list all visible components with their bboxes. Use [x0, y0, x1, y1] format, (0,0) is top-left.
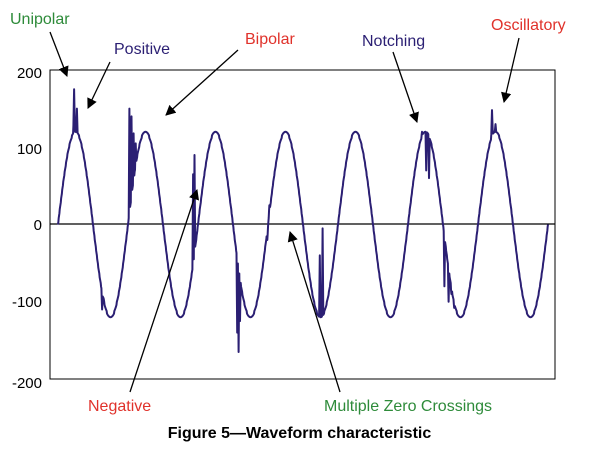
- arrow-multiple-zero-crossings: [287, 231, 341, 393]
- y-tick-label: -200: [12, 375, 42, 392]
- y-tick-label: 200: [17, 65, 42, 82]
- arrow-unipolar: [49, 31, 69, 77]
- annotation-oscillatory: Oscillatory: [491, 17, 566, 34]
- waveform-series-line: [57, 88, 549, 353]
- arrow-positive: [87, 61, 111, 109]
- annotation-multiple-zero-crossings: Multiple Zero Crossings: [324, 398, 492, 415]
- arrow-oscillatory: [501, 37, 520, 104]
- y-tick-label: -100: [12, 294, 42, 311]
- figure-caption: Figure 5—Waveform characteristic: [167, 425, 432, 442]
- arrow-bipolar: [165, 49, 239, 116]
- annotation-notching: Notching: [362, 33, 425, 50]
- arrow-notching: [392, 51, 419, 123]
- y-tick-label: 100: [17, 141, 42, 158]
- annotation-arrows: [49, 31, 520, 393]
- annotation-unipolar: Unipolar: [10, 11, 70, 28]
- annotation-bipolar: Bipolar: [245, 31, 295, 48]
- annotation-negative: Negative: [88, 398, 151, 415]
- y-tick-label: 0: [34, 217, 42, 234]
- annotation-positive: Positive: [114, 41, 170, 58]
- arrow-negative: [129, 189, 199, 393]
